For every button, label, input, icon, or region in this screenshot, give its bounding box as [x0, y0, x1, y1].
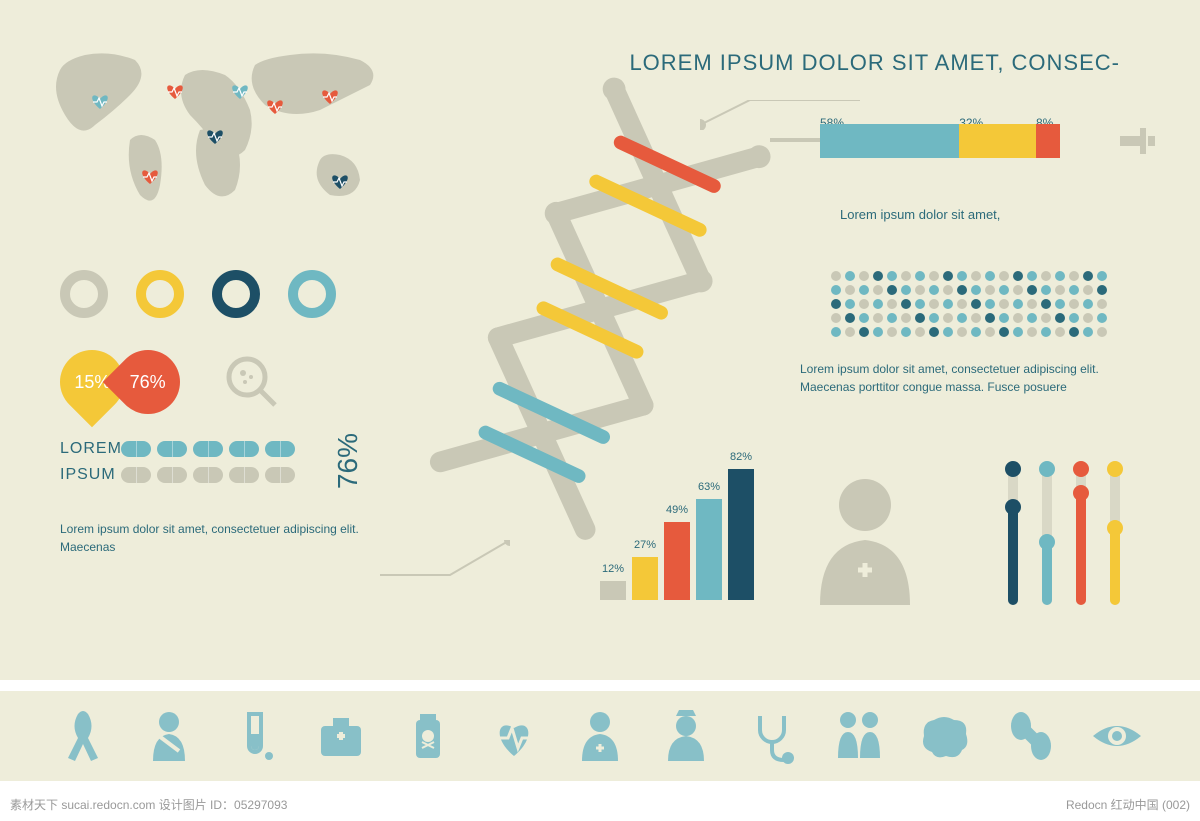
main-title: LOREM IPSUM DOLOR SIT AMET, CONSEC-: [629, 50, 1120, 76]
dotmatrix-caption: Lorem ipsum dolor sit amet, consectetuer…: [800, 360, 1120, 396]
kit-icon: [311, 706, 371, 766]
slider: [1008, 465, 1018, 605]
slider: [1110, 465, 1120, 605]
donut-row: [60, 270, 336, 318]
stethoscope-icon: [742, 706, 802, 766]
syringe-caption: Lorem ipsum dolor sit amet,: [840, 205, 1120, 225]
drop-stat: 76%: [103, 337, 194, 428]
donut-ring: [136, 270, 184, 318]
testtube-icon: [225, 706, 285, 766]
watermark-left: 素材天下 sucai.redocn.com 设计图片 ID：05297093: [10, 796, 287, 813]
infographic-canvas: 15%76% LOREM IPSUM 76% Lorem ipsum dolor …: [0, 0, 1200, 680]
watermark-right: Redocn 红动中国 (002): [1066, 796, 1190, 813]
icon-strip: [0, 691, 1200, 781]
doctor-icon: [810, 475, 920, 605]
magnifier-icon: [225, 355, 280, 410]
patient-icon: [139, 706, 199, 766]
caption-left: Lorem ipsum dolor sit amet, consectetuer…: [60, 520, 370, 556]
bar: 63%: [696, 499, 722, 600]
syringe-chart: 58%32%8%: [820, 120, 1120, 158]
bar: 49%: [664, 522, 690, 600]
people-icon: [828, 706, 888, 766]
pill-row: IPSUM: [60, 466, 295, 484]
donut-ring: [288, 270, 336, 318]
slider: [1042, 465, 1052, 605]
slider: [1076, 465, 1086, 605]
bar: 82%: [728, 469, 754, 600]
doctor-icon: [570, 706, 630, 766]
heartbeat-icon: [484, 706, 544, 766]
dot-matrix: [830, 270, 1120, 340]
nurse-icon: [656, 706, 716, 766]
brain-icon: [914, 706, 974, 766]
pill-chart: LOREM IPSUM: [60, 440, 295, 492]
eye-icon: [1087, 706, 1147, 766]
bar-chart: 12% 27%49%63%82%: [600, 469, 754, 600]
world-map: [40, 40, 400, 220]
slider-group: [1008, 465, 1120, 605]
ribbon-icon: [53, 706, 113, 766]
pill-row: LOREM: [60, 440, 295, 458]
drop-stats: 15%76%: [60, 350, 180, 414]
donut-ring: [212, 270, 260, 318]
bar: 12%: [600, 581, 626, 600]
donut-ring: [60, 270, 108, 318]
bar: 27%: [632, 557, 658, 600]
joint-icon: [1001, 706, 1061, 766]
poison-icon: [398, 706, 458, 766]
